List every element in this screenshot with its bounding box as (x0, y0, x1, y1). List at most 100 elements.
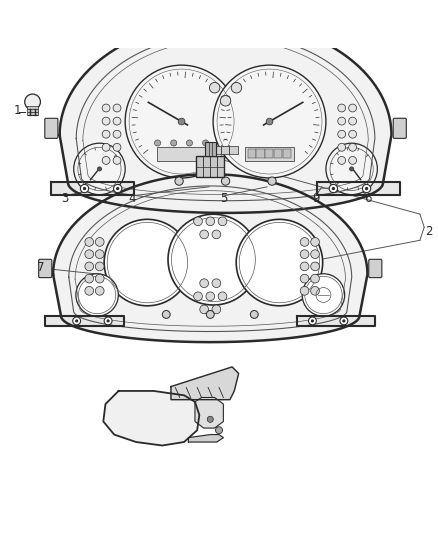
Circle shape (251, 311, 258, 318)
Text: 4: 4 (128, 192, 135, 205)
Circle shape (300, 274, 309, 283)
Circle shape (113, 130, 121, 138)
Circle shape (102, 143, 110, 151)
Circle shape (113, 143, 121, 151)
Circle shape (311, 262, 319, 271)
FancyBboxPatch shape (27, 111, 38, 115)
FancyBboxPatch shape (27, 106, 38, 109)
FancyBboxPatch shape (212, 146, 221, 155)
Circle shape (187, 140, 192, 146)
Circle shape (349, 130, 357, 138)
FancyBboxPatch shape (221, 146, 230, 155)
Circle shape (300, 238, 309, 246)
Circle shape (311, 274, 319, 283)
FancyBboxPatch shape (247, 149, 256, 158)
Circle shape (343, 319, 346, 322)
FancyBboxPatch shape (245, 147, 294, 161)
Circle shape (155, 140, 161, 146)
Circle shape (302, 274, 345, 316)
Polygon shape (53, 174, 367, 342)
Polygon shape (195, 398, 223, 428)
Circle shape (340, 317, 348, 325)
Circle shape (206, 217, 215, 225)
Text: 9: 9 (312, 192, 320, 205)
Circle shape (349, 143, 357, 151)
FancyBboxPatch shape (369, 259, 382, 278)
Circle shape (338, 130, 346, 138)
Circle shape (207, 416, 213, 422)
Polygon shape (188, 434, 223, 442)
Circle shape (218, 292, 227, 301)
Circle shape (113, 157, 121, 164)
Circle shape (365, 187, 368, 190)
Circle shape (326, 143, 378, 195)
Polygon shape (45, 316, 124, 326)
Circle shape (73, 317, 81, 325)
Circle shape (268, 177, 276, 185)
FancyBboxPatch shape (196, 157, 224, 177)
Circle shape (338, 117, 346, 125)
FancyBboxPatch shape (45, 118, 58, 139)
Polygon shape (317, 182, 400, 195)
Circle shape (311, 250, 319, 259)
Circle shape (221, 177, 230, 185)
FancyBboxPatch shape (256, 149, 265, 158)
Circle shape (338, 104, 346, 112)
Circle shape (113, 104, 121, 112)
Circle shape (349, 157, 357, 164)
FancyBboxPatch shape (27, 109, 38, 112)
Circle shape (25, 94, 40, 110)
FancyBboxPatch shape (205, 142, 215, 157)
Circle shape (349, 104, 357, 112)
Circle shape (95, 274, 104, 283)
Circle shape (104, 220, 191, 306)
Circle shape (215, 427, 223, 434)
Circle shape (95, 286, 104, 295)
FancyBboxPatch shape (265, 149, 273, 158)
Circle shape (308, 317, 316, 325)
Text: 2: 2 (426, 225, 433, 238)
Circle shape (329, 184, 338, 193)
Circle shape (311, 286, 319, 295)
Circle shape (266, 118, 273, 125)
Circle shape (102, 117, 110, 125)
Circle shape (338, 143, 346, 151)
Circle shape (206, 311, 214, 318)
Text: 5: 5 (221, 192, 228, 205)
Polygon shape (297, 316, 375, 326)
Circle shape (194, 217, 202, 225)
FancyBboxPatch shape (283, 149, 291, 158)
Circle shape (178, 118, 185, 125)
Circle shape (125, 65, 238, 178)
Circle shape (162, 311, 170, 318)
Circle shape (236, 220, 323, 306)
Text: 3: 3 (62, 192, 69, 205)
Circle shape (200, 230, 208, 239)
Circle shape (85, 274, 94, 283)
Polygon shape (60, 20, 392, 213)
Circle shape (83, 187, 86, 190)
Circle shape (102, 130, 110, 138)
Circle shape (349, 117, 357, 125)
Circle shape (206, 292, 215, 301)
Circle shape (116, 187, 120, 190)
Text: 7: 7 (37, 261, 44, 274)
Circle shape (300, 262, 309, 271)
FancyBboxPatch shape (39, 259, 52, 278)
FancyBboxPatch shape (393, 118, 406, 139)
Circle shape (200, 305, 208, 314)
Circle shape (338, 157, 346, 164)
Circle shape (311, 319, 314, 322)
Circle shape (350, 167, 354, 171)
Text: 6: 6 (364, 192, 372, 205)
FancyBboxPatch shape (212, 0, 240, 23)
Circle shape (300, 286, 309, 295)
Polygon shape (103, 391, 199, 446)
Polygon shape (171, 367, 239, 400)
Circle shape (212, 279, 221, 288)
Circle shape (85, 250, 94, 259)
Polygon shape (51, 182, 134, 195)
Circle shape (200, 279, 208, 288)
Circle shape (74, 143, 125, 195)
FancyBboxPatch shape (230, 146, 238, 155)
